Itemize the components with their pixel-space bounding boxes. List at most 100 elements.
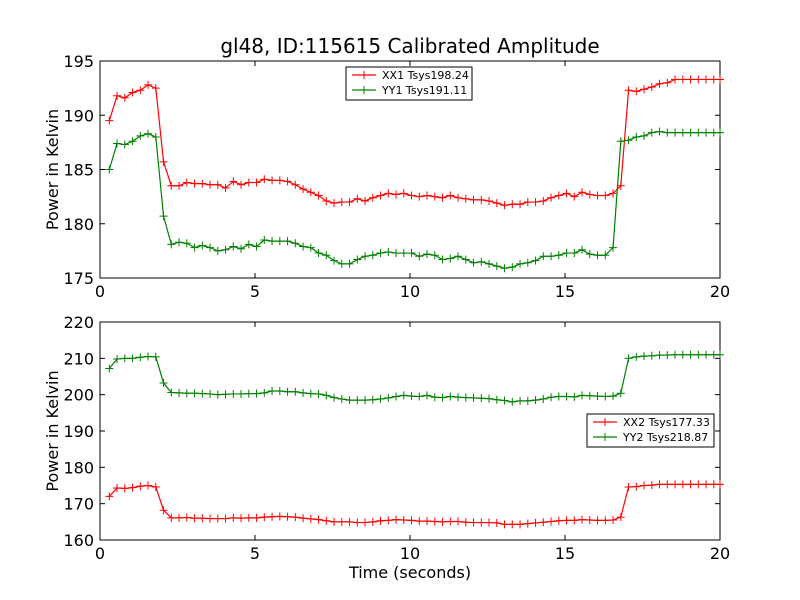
data-point xyxy=(120,484,129,493)
data-point xyxy=(314,191,323,200)
data-point xyxy=(508,397,517,406)
data-point xyxy=(128,483,137,492)
data-point xyxy=(190,389,199,398)
data-point xyxy=(647,481,656,490)
data-point xyxy=(531,518,540,527)
data-point xyxy=(446,254,455,263)
data-point xyxy=(368,193,377,202)
data-point xyxy=(523,198,532,207)
x-tick-label: 0 xyxy=(95,544,105,563)
data-point xyxy=(454,193,463,202)
data-point xyxy=(283,177,292,186)
data-point xyxy=(423,191,432,200)
data-point xyxy=(446,517,455,526)
y-tick-label: 195 xyxy=(63,52,94,71)
data-point xyxy=(113,484,122,493)
data-point xyxy=(539,252,548,261)
data-point xyxy=(578,391,587,400)
y-tick-label: 180 xyxy=(63,215,94,234)
data-point xyxy=(120,93,129,102)
data-point xyxy=(283,512,292,521)
data-point xyxy=(136,86,145,95)
data-point xyxy=(570,249,579,258)
data-point xyxy=(609,392,618,401)
legend: XX2 Tsys177.33 YY2 Tsys218.87 xyxy=(586,413,715,448)
data-point xyxy=(260,236,269,245)
legend-marker xyxy=(360,86,368,94)
data-point xyxy=(144,80,153,89)
data-point xyxy=(446,191,455,200)
data-point xyxy=(601,191,610,200)
series-xx1 xyxy=(105,75,724,210)
data-point xyxy=(198,241,207,250)
legend-marker xyxy=(360,71,368,79)
data-point xyxy=(694,128,703,137)
data-point xyxy=(353,255,362,264)
data-point xyxy=(128,88,137,97)
data-point xyxy=(438,517,447,526)
data-point xyxy=(593,392,602,401)
chart-title: gl48, ID:115615 Calibrated Amplitude xyxy=(220,34,599,58)
data-point xyxy=(322,516,331,525)
x-tick-label: 20 xyxy=(710,544,730,563)
data-point xyxy=(585,250,594,259)
data-point xyxy=(438,255,447,264)
data-point xyxy=(694,480,703,489)
data-point xyxy=(198,514,207,523)
data-point xyxy=(531,198,540,207)
legend-box xyxy=(586,413,715,448)
data-point xyxy=(167,181,176,190)
data-point xyxy=(671,350,680,359)
x-tick-label: 20 xyxy=(710,282,730,301)
data-point xyxy=(562,249,571,258)
data-point xyxy=(508,263,517,272)
data-point xyxy=(229,242,238,251)
data-point xyxy=(516,396,525,405)
data-point xyxy=(353,396,362,405)
data-point xyxy=(244,513,253,522)
data-point xyxy=(120,354,129,363)
data-point xyxy=(640,352,649,361)
data-point xyxy=(585,190,594,199)
data-point xyxy=(461,194,470,203)
data-point xyxy=(237,244,246,253)
data-point xyxy=(105,165,114,174)
data-point xyxy=(492,395,501,404)
data-point xyxy=(206,180,215,189)
data-point xyxy=(585,516,594,525)
data-point xyxy=(291,180,300,189)
data-point xyxy=(415,392,424,401)
data-point xyxy=(554,392,563,401)
data-point xyxy=(392,190,401,199)
data-point xyxy=(655,480,664,489)
data-point xyxy=(407,392,416,401)
data-point xyxy=(306,514,315,523)
legend-label: XX1 Tsys198.24 xyxy=(382,69,469,82)
data-point xyxy=(260,513,269,522)
data-point xyxy=(593,516,602,525)
data-point xyxy=(399,249,408,258)
data-point xyxy=(159,506,168,515)
data-point xyxy=(182,513,191,522)
data-point xyxy=(624,482,633,491)
data-point xyxy=(314,515,323,524)
data-point xyxy=(430,192,439,201)
data-point xyxy=(500,396,509,405)
data-point xyxy=(306,389,315,398)
data-point xyxy=(221,514,230,523)
data-point xyxy=(275,387,284,396)
data-point xyxy=(120,140,129,149)
x-tick-label: 15 xyxy=(555,282,575,301)
y-tick-label: 170 xyxy=(63,495,94,514)
data-point xyxy=(105,116,114,125)
data-point xyxy=(213,180,222,189)
data-point xyxy=(384,247,393,256)
data-point xyxy=(647,128,656,137)
series-line xyxy=(108,130,720,269)
data-point xyxy=(306,243,315,252)
data-point xyxy=(554,516,563,525)
data-point xyxy=(702,480,711,489)
data-point xyxy=(647,351,656,360)
y-tick-label: 220 xyxy=(63,313,94,332)
data-point xyxy=(260,175,269,184)
